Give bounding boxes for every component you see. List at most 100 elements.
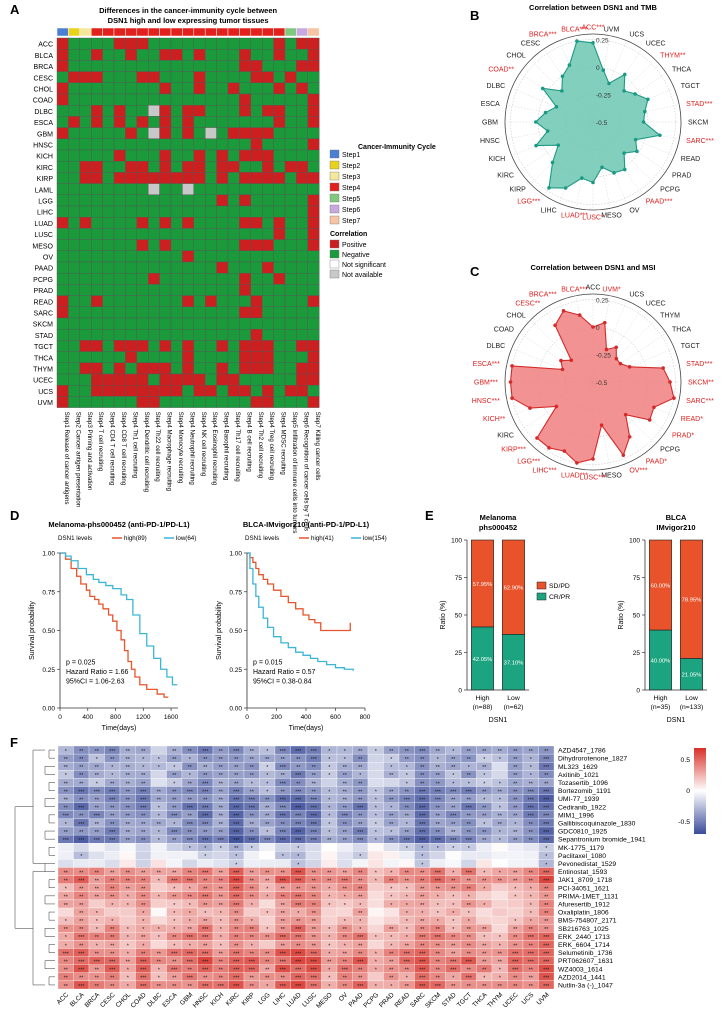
significance-mark: ***	[202, 789, 209, 795]
drug-heatmap-cell	[166, 859, 183, 868]
significance-mark: *	[390, 943, 393, 949]
significance-mark: ***	[63, 951, 70, 957]
drug-heatmap-cell	[119, 907, 136, 917]
significance-mark: **	[250, 814, 255, 820]
drug-heatmap-cell	[507, 907, 524, 917]
significance-mark: ***	[295, 984, 302, 990]
drug-heatmap-cell	[507, 851, 524, 860]
heatmap-cell	[79, 239, 92, 252]
heatmap-cell	[250, 295, 263, 308]
significance-mark: **	[95, 765, 100, 771]
significance-mark: ***	[202, 838, 209, 844]
significance-mark: *	[158, 927, 161, 933]
radar-point	[614, 356, 619, 361]
significance-mark: **	[343, 830, 348, 836]
significance-mark: **	[281, 757, 286, 763]
significance-mark: ***	[295, 903, 302, 909]
heatmap-cell	[296, 149, 308, 162]
significance-mark: **	[250, 765, 255, 771]
heatmap-cell	[182, 306, 194, 319]
significance-mark: **	[498, 951, 503, 957]
heatmap-cell	[284, 149, 297, 162]
significance-mark: ***	[218, 838, 225, 844]
significance-mark: *	[65, 919, 68, 925]
row-label: LIHC	[37, 210, 53, 217]
significance-mark: **	[529, 781, 534, 787]
heatmap-cell	[284, 340, 297, 352]
heatmap-cell	[182, 116, 194, 128]
drug-row-label: PRT062607_1631	[558, 958, 613, 965]
heatmap-cell	[79, 194, 92, 207]
drug-row-label: SB216763_1025	[558, 926, 609, 933]
significance-mark: ***	[94, 838, 101, 844]
significance-mark: ***	[233, 797, 240, 803]
radar-spoke	[543, 48, 594, 123]
significance-mark: ***	[311, 838, 318, 844]
significance-mark: ***	[528, 951, 535, 957]
heatmap-cell	[136, 239, 149, 252]
significance-mark: **	[498, 814, 503, 820]
heatmap-cell	[170, 396, 183, 408]
heatmap-cell	[273, 273, 286, 285]
heatmap-cell	[216, 396, 229, 408]
heatmap-cell	[102, 261, 115, 274]
heatmap-cell	[147, 205, 160, 218]
significance-mark: **	[451, 822, 456, 828]
bar-label-crpr: 21.05%	[682, 673, 702, 679]
significance-mark: **	[281, 789, 286, 795]
significance-mark: ***	[233, 895, 240, 901]
heatmap-cell	[262, 385, 274, 397]
significance-mark: **	[110, 935, 115, 941]
radar-category-label: BLCA***	[561, 26, 588, 33]
significance-mark: *	[530, 773, 533, 779]
heatmap-cell	[284, 49, 297, 61]
significance-mark: **	[467, 935, 472, 941]
panel-a-title: Differences in the cancer-immunity cycle…	[99, 6, 277, 15]
radar-spoke	[506, 104, 594, 123]
significance-mark: **	[157, 789, 162, 795]
heatmap-cell	[204, 149, 217, 162]
significance-mark: **	[358, 789, 363, 795]
drug-row-label: JAK1_8709_1718	[558, 877, 612, 884]
heatmap-cell	[113, 396, 126, 408]
significance-mark: **	[203, 765, 208, 771]
km-x-tick-label: 1600	[164, 714, 179, 721]
heatmap-cell	[296, 306, 308, 319]
significance-mark: **	[95, 773, 100, 779]
drug-heatmap-cell	[135, 843, 152, 852]
drug-heatmap-cell	[104, 859, 121, 868]
drug-heatmap-cell	[491, 770, 508, 779]
heatmap-cell	[136, 362, 149, 375]
heatmap-cell	[79, 183, 92, 196]
significance-mark: **	[529, 968, 534, 974]
significance-mark: *	[328, 976, 331, 982]
heatmap-cell	[170, 71, 183, 83]
significance-mark: **	[250, 895, 255, 901]
heatmap-cell	[204, 116, 217, 128]
heatmap-cell	[227, 284, 240, 296]
drug-row-label: MIM1_1996	[558, 812, 594, 819]
significance-mark: **	[188, 814, 193, 820]
drug-heatmap-cell	[73, 843, 90, 852]
heatmap-cell	[159, 273, 172, 285]
significance-mark: *	[266, 895, 269, 901]
row-label: STAD	[35, 333, 53, 340]
heatmap-cell	[284, 116, 297, 128]
heatmap-cell	[159, 284, 172, 296]
heatmap-cell	[262, 250, 274, 263]
significance-mark: ***	[543, 984, 550, 990]
drug-heatmap-cell	[135, 851, 152, 860]
significance-mark: **	[529, 878, 534, 884]
significance-mark: *	[96, 919, 99, 925]
significance-mark: *	[173, 943, 176, 949]
column-label: Step4 Th17 cell recruiting	[234, 412, 241, 483]
significance-mark: **	[358, 870, 363, 876]
row-label: OV	[43, 255, 53, 262]
significance-mark: **	[482, 814, 487, 820]
significance-mark: ***	[466, 870, 473, 876]
significance-mark: **	[436, 951, 441, 957]
heatmap-cell	[90, 127, 103, 139]
radar-point	[577, 313, 582, 317]
heatmap-cell	[262, 205, 274, 218]
heatmap-cell	[159, 172, 172, 184]
